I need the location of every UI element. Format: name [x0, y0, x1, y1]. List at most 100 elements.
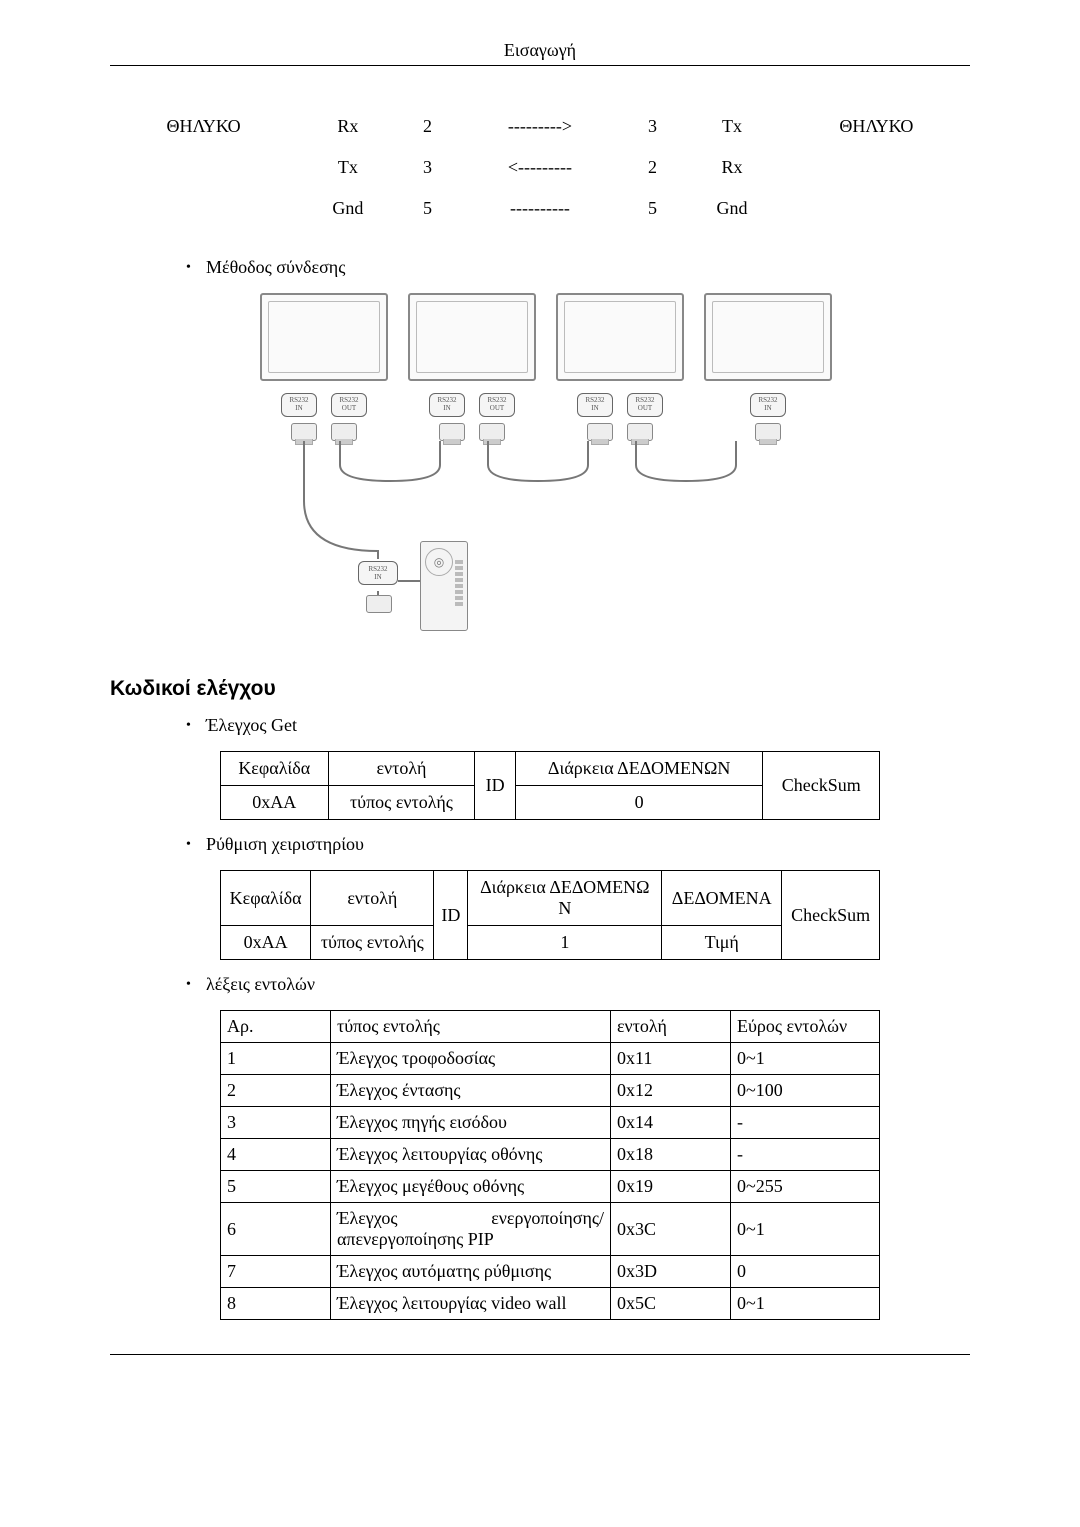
- sockets-row: [260, 423, 860, 441]
- pin-cell: Gnd: [681, 188, 782, 229]
- monitor-icon: [260, 293, 388, 381]
- rs232-port-icon: RS232OUT: [627, 393, 663, 417]
- data-cell: 5: [221, 1171, 331, 1203]
- pin-cell: [783, 188, 970, 229]
- table-row: Αρ. τύπος εντολής εντολή Εύρος εντολών: [221, 1011, 880, 1043]
- data-cell: τύπος εντολής: [328, 786, 475, 820]
- header-cell-text: N: [558, 898, 571, 918]
- header-cell: Διάρκεια ΔΕΔΟΜΕΝΩΝ: [515, 752, 763, 786]
- footer-rule: [110, 1354, 970, 1384]
- connection-diagram: RS232IN RS232OUT RS232IN RS232OUT RS232I…: [260, 293, 860, 641]
- data-cell: Έλεγχος ενεργοποίησης/ απενεργοποίησης P…: [331, 1203, 611, 1256]
- bullet-dot-icon: •: [186, 257, 206, 279]
- data-cell: 4: [221, 1139, 331, 1171]
- data-cell: 8: [221, 1288, 331, 1320]
- section-heading-control-codes: Κωδικοί ελέγχου: [110, 677, 970, 701]
- rs232-port-icon: RS232IN: [750, 393, 786, 417]
- rs232-port-icon: RS232OUT: [331, 393, 367, 417]
- data-cell: 3: [221, 1107, 331, 1139]
- data-cell: 0xAA: [221, 926, 311, 960]
- data-cell: 0x3C: [611, 1203, 731, 1256]
- pin-cell: [110, 147, 297, 188]
- pin-cell: 3: [624, 106, 682, 147]
- socket-icon: [331, 423, 357, 441]
- data-cell: 0x3D: [611, 1256, 731, 1288]
- table-row: 7 Έλεγχος αυτόματης ρύθμισης 0x3D 0: [221, 1256, 880, 1288]
- table-row: 8 Έλεγχος λειτουργίας video wall 0x5C 0~…: [221, 1288, 880, 1320]
- data-cell: 0~255: [731, 1171, 880, 1203]
- bullet-command-words: • λέξεις εντολών: [186, 974, 970, 996]
- pin-cell: [110, 188, 297, 229]
- pin-cell: 5: [399, 188, 457, 229]
- bullet-dot-icon: •: [186, 715, 206, 737]
- data-cell: 1: [221, 1043, 331, 1075]
- table-row: 6 Έλεγχος ενεργοποίησης/ απενεργοποίησης…: [221, 1203, 880, 1256]
- data-cell: Έλεγχος λειτουργίας οθόνης: [331, 1139, 611, 1171]
- pin-cell: Gnd: [297, 188, 398, 229]
- data-cell: Τιμή: [662, 926, 782, 960]
- pin-cell: <---------: [456, 147, 623, 188]
- header-cell: CheckSum: [763, 752, 880, 820]
- table-row: ΘΗΛΥΚΟ Rx 2 ---------> 3 Tx ΘΗΛΥΚΟ: [110, 106, 970, 147]
- socket-icon: [439, 423, 465, 441]
- pin-cell: [783, 147, 970, 188]
- table-row: 0xAA τύπος εντολής 1 Τιμή: [221, 926, 880, 960]
- page-header: Εισαγωγή: [110, 40, 970, 65]
- data-cell: Έλεγχος πηγής εισόδου: [331, 1107, 611, 1139]
- rs232-port-icon: RS232IN: [429, 393, 465, 417]
- header-cell: ID: [434, 871, 468, 960]
- monitor-icon: [408, 293, 536, 381]
- table-row: 3 Έλεγχος πηγής εισόδου 0x14 -: [221, 1107, 880, 1139]
- adapter-socket-icon: [366, 595, 392, 613]
- socket-icon: [587, 423, 613, 441]
- data-cell: τύπος εντολής: [311, 926, 434, 960]
- header-cell-text: Διάρκεια ΔΕΔΟΜΕΝΩ: [480, 877, 649, 897]
- data-cell: 0~1: [731, 1043, 880, 1075]
- monitor-row: [260, 293, 860, 381]
- data-cell: Έλεγχος μεγέθους οθόνης: [331, 1171, 611, 1203]
- header-cell: εντολή: [311, 871, 434, 926]
- rs232-port-icon: RS232IN: [577, 393, 613, 417]
- bullet-label: λέξεις εντολών: [206, 974, 970, 995]
- adapter-icon: RS232IN: [358, 561, 398, 585]
- port-row: RS232IN RS232OUT RS232IN RS232OUT RS232I…: [260, 393, 860, 417]
- pip-left: Έλεγχος: [337, 1208, 397, 1229]
- header-cell: ID: [475, 752, 516, 820]
- table-row: 4 Έλεγχος λειτουργίας οθόνης 0x18 -: [221, 1139, 880, 1171]
- header-cell: Κεφαλίδα: [221, 752, 329, 786]
- data-cell: 0x18: [611, 1139, 731, 1171]
- data-cell: 0: [731, 1256, 880, 1288]
- header-rule: [110, 65, 970, 66]
- data-cell: -: [731, 1107, 880, 1139]
- table-row: 2 Έλεγχος έντασης 0x12 0~100: [221, 1075, 880, 1107]
- data-cell: Έλεγχος αυτόματης ρύθμισης: [331, 1256, 611, 1288]
- pin-cell: 3: [399, 147, 457, 188]
- pin-cell: ΘΗΛΥΚΟ: [110, 106, 297, 147]
- pin-cell: 2: [624, 147, 682, 188]
- pin-cell: --------->: [456, 106, 623, 147]
- bullet-label: Έλεγχος Get: [206, 715, 970, 736]
- pip-line2: απενεργοποίησης PIP: [337, 1229, 604, 1250]
- data-cell: Έλεγχος τροφοδοσίας: [331, 1043, 611, 1075]
- pin-cell: Rx: [297, 106, 398, 147]
- bullet-get-control: • Έλεγχος Get: [186, 715, 970, 737]
- cd-icon: ◎: [425, 548, 453, 576]
- monitor-icon: [704, 293, 832, 381]
- table-row: Κεφαλίδα εντολή ID Διάρκεια ΔΕΔΟΜΕΝΩΝ Ch…: [221, 752, 880, 786]
- wire-lines-icon: [260, 441, 860, 641]
- data-cell: 0x14: [611, 1107, 731, 1139]
- pc-icon: ◎: [420, 541, 468, 631]
- data-cell: 7: [221, 1256, 331, 1288]
- data-cell: 0x19: [611, 1171, 731, 1203]
- socket-icon: [755, 423, 781, 441]
- socket-icon: [291, 423, 317, 441]
- pin-cell: Tx: [681, 106, 782, 147]
- data-cell: -: [731, 1139, 880, 1171]
- bullet-dot-icon: •: [186, 834, 206, 856]
- command-words-table: Αρ. τύπος εντολής εντολή Εύρος εντολών 1…: [220, 1010, 880, 1320]
- pin-cell: ΘΗΛΥΚΟ: [783, 106, 970, 147]
- data-cell: 0x5C: [611, 1288, 731, 1320]
- table-row: Tx 3 <--------- 2 Rx: [110, 147, 970, 188]
- rs232-port-icon: RS232IN: [281, 393, 317, 417]
- header-cell: Εύρος εντολών: [731, 1011, 880, 1043]
